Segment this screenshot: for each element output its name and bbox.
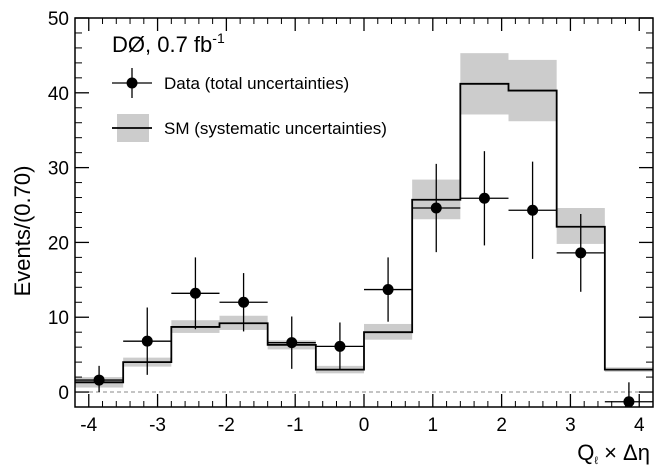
data-point-8 [478, 192, 490, 204]
experiment-label: DØ, 0.7 fb-1 [112, 30, 225, 57]
x-tick-label-8: 4 [634, 415, 645, 436]
y-tick-label-3: 30 [48, 159, 69, 180]
data-point-11 [623, 396, 635, 408]
x-axis-title-rest: × Δη [598, 440, 650, 465]
data-point-7 [430, 202, 442, 214]
experiment-label-text: DØ, 0.7 fb [112, 32, 212, 57]
data-point-9 [527, 204, 539, 216]
legend-data-marker [126, 77, 138, 89]
lumi-superscript: -1 [212, 30, 225, 46]
x-tick-label-2: -2 [218, 415, 235, 436]
x-axis-title-sub: ℓ [594, 455, 598, 466]
data-point-3 [238, 296, 250, 308]
y-tick-label-4: 40 [48, 84, 69, 105]
sm-histogram-line [75, 82, 653, 384]
data-points [93, 192, 635, 408]
x-axis-title-main: Q [577, 440, 594, 465]
x-tick-label-5: 1 [428, 415, 439, 436]
y-tick-label-2: 20 [48, 233, 69, 254]
y-axis-title: Events/(0.70) [10, 166, 35, 297]
data-point-10 [575, 247, 587, 259]
data-point-0 [93, 374, 105, 386]
x-tick-label-4: 0 [359, 415, 370, 436]
data-point-6 [382, 284, 394, 296]
y-axis-ticks: 0 10 20 30 40 50 [48, 9, 653, 408]
x-tick-label-7: 3 [565, 415, 576, 436]
legend: Data (total uncertainties) SM (systemati… [112, 68, 387, 142]
y-tick-label-1: 10 [48, 308, 69, 329]
x-tick-label-3: -1 [287, 415, 304, 436]
x-axis-title: Qℓ × Δη [577, 440, 650, 466]
legend-sm-label: SM (systematic uncertainties) [164, 119, 387, 138]
legend-data-label: Data (total uncertainties) [164, 74, 349, 93]
data-point-2 [189, 287, 201, 299]
x-tick-label-0: -4 [80, 415, 97, 436]
x-axis-ticks: -4 -3 -2 -1 0 1 2 3 4 [80, 18, 645, 436]
data-point-1 [141, 335, 153, 347]
x-tick-label-6: 2 [496, 415, 507, 436]
data-point-5 [334, 340, 346, 352]
x-tick-label-1: -3 [149, 415, 166, 436]
y-tick-label-0: 0 [58, 383, 69, 404]
data-point-4 [286, 337, 298, 349]
y-tick-label-5: 50 [48, 9, 69, 30]
